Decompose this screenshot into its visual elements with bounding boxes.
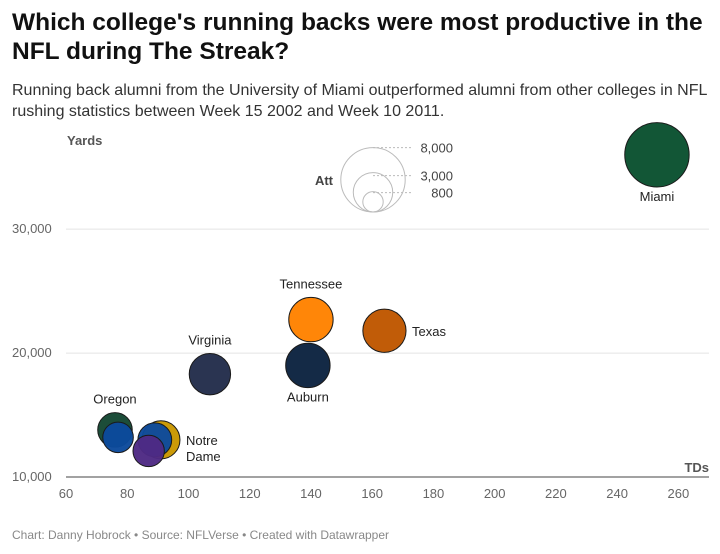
- size-legend: Att 8,000 3,000 800: [315, 141, 453, 213]
- size-legend-label: 8,000: [420, 141, 453, 156]
- y-tick-label: 30,000: [12, 221, 52, 236]
- y-axis-title: Yards: [67, 133, 102, 148]
- data-label: Virginia: [188, 332, 232, 347]
- chart-footer: Chart: Danny Hobrock • Source: NFLVerse …: [12, 528, 389, 542]
- x-tick-label: 220: [545, 486, 567, 501]
- size-legend-label: 800: [431, 186, 453, 201]
- data-label: Notre Dame: [186, 433, 221, 464]
- data-point: [288, 296, 334, 343]
- data-labels: Miami Tennessee Texas Auburn Virginia Oregon N…: [93, 189, 674, 464]
- x-tick-label: 160: [361, 486, 383, 501]
- data-points: [97, 122, 690, 468]
- data-label: Tennessee: [280, 276, 343, 291]
- footer-separator: •: [238, 528, 250, 542]
- x-tick-label: 60: [59, 486, 73, 501]
- x-tick-label: 240: [606, 486, 628, 501]
- x-tick-label: 80: [120, 486, 134, 501]
- footer-separator: •: [130, 528, 142, 542]
- data-point: [132, 434, 165, 468]
- footer-credit: Chart: Danny Hobrock: [12, 528, 131, 542]
- data-label: Miami: [640, 189, 675, 204]
- data-label: Oregon: [93, 392, 136, 407]
- footer-tool: Created with Datawrapper: [249, 528, 390, 542]
- size-legend-title: Att: [315, 173, 334, 188]
- scatter-chart: 10,000 20,000 30,000 60 80 100 120 140 160 180 200…: [12, 122, 709, 501]
- x-tick-label: 200: [484, 486, 506, 501]
- chart-title: Which college's running backs were most …: [12, 9, 703, 65]
- x-tick-label: 260: [668, 486, 690, 501]
- data-point: [102, 421, 134, 454]
- y-tick-label: 10,000: [12, 469, 52, 484]
- chart-subtitle: Running back alumni from the University …: [12, 82, 707, 120]
- data-label-line: Dame: [186, 449, 221, 464]
- x-axis-title: TDs: [684, 460, 709, 475]
- size-legend-circle: [362, 191, 384, 213]
- x-tick-label: 180: [423, 486, 445, 501]
- data-point: [362, 308, 407, 353]
- data-label: Auburn: [287, 390, 329, 405]
- data-point: [188, 352, 232, 396]
- data-point: [285, 342, 331, 389]
- x-tick-label: 140: [300, 486, 322, 501]
- data-label-line: Notre: [186, 433, 218, 448]
- x-tick-label: 120: [239, 486, 261, 501]
- data-label: Texas: [412, 324, 446, 339]
- gridlines: [66, 228, 709, 354]
- size-legend-label: 3,000: [420, 169, 453, 184]
- axes: 10,000 20,000 30,000 60 80 100 120 140 160 180 200…: [12, 221, 709, 501]
- x-tick-label: 100: [178, 486, 200, 501]
- data-point: [624, 122, 690, 188]
- footer-source: Source: NFLVerse: [141, 528, 239, 542]
- y-tick-label: 20,000: [12, 345, 52, 360]
- size-legend-circle: [340, 147, 406, 213]
